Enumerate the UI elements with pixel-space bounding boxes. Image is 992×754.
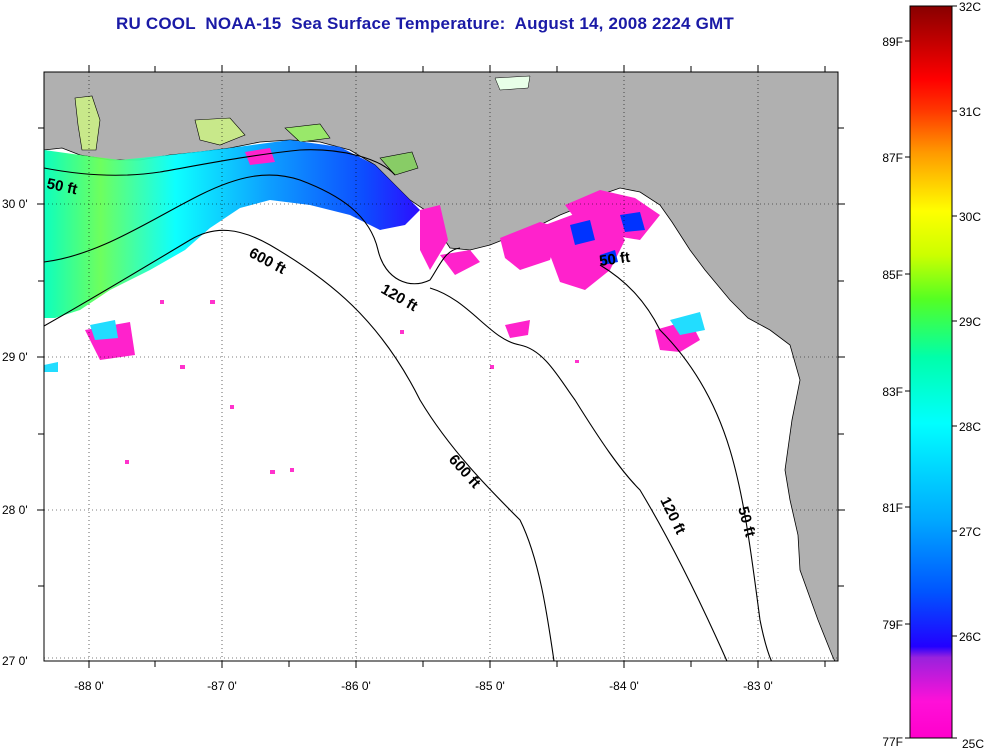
bay-choctawhatchee bbox=[284, 123, 331, 143]
bay-pensacola bbox=[194, 117, 246, 146]
lon-tick-label: -88 0' bbox=[74, 679, 104, 693]
lat-tick-label: 28 0' bbox=[2, 503, 28, 517]
colorbar-celsius-label: 28C bbox=[959, 420, 981, 434]
contour-label: 50 ft bbox=[45, 175, 79, 198]
colorbar bbox=[909, 5, 953, 739]
lon-tick-label: -87 0' bbox=[207, 679, 237, 693]
colorbar-fahrenheit-label: 87F bbox=[882, 151, 903, 165]
contour-50ft-east bbox=[599, 264, 773, 661]
colorbar-celsius-label: 32C bbox=[959, 0, 981, 14]
map-title: RU COOL NOAA-15 Sea Surface Temperature:… bbox=[116, 14, 734, 33]
sst-blue-spots bbox=[570, 212, 645, 265]
bay-mobile bbox=[74, 95, 101, 151]
colorbar-celsius-label: 26C bbox=[959, 630, 981, 644]
colorbar-ticks bbox=[905, 5, 957, 739]
colorbar-celsius-label: 30C bbox=[959, 210, 981, 224]
lon-tick-label: -85 0' bbox=[475, 679, 505, 693]
colorbar-fahrenheit-label: 85F bbox=[882, 268, 903, 282]
lat-tick-label: 27 0' bbox=[2, 654, 28, 668]
contour-120ft-west bbox=[44, 174, 461, 285]
contour-120ft-east bbox=[429, 287, 728, 661]
colorbar-celsius-label: 27C bbox=[959, 525, 981, 539]
sst-scattered-pixels bbox=[125, 300, 579, 474]
lon-tick-label: -83 0' bbox=[743, 679, 773, 693]
colorbar-fahrenheit-label: 89F bbox=[882, 35, 903, 49]
sst-cyan-spots bbox=[44, 312, 705, 372]
lon-tick-label: -84 0' bbox=[609, 679, 639, 693]
bay-st-andrew bbox=[379, 151, 419, 176]
lon-tick-label: -86 0' bbox=[341, 679, 371, 693]
contour-50ft-west bbox=[44, 149, 396, 176]
inland-lake bbox=[494, 75, 531, 91]
colorbar-fahrenheit-label: 77F bbox=[882, 735, 903, 749]
colorbar-celsius-label: 25C bbox=[962, 737, 984, 751]
map-border bbox=[43, 71, 839, 662]
colorbar-celsius-label: 31C bbox=[959, 105, 981, 119]
graticule bbox=[44, 72, 838, 661]
contour-600ft bbox=[44, 229, 555, 661]
depth-contours bbox=[44, 149, 773, 661]
sst-coastal-band bbox=[44, 140, 420, 318]
colorbar-fahrenheit-label: 83F bbox=[882, 385, 903, 399]
lat-tick-label: 30 0' bbox=[2, 197, 28, 211]
axis-ticks bbox=[37, 65, 845, 668]
lat-tick-label: 29 0' bbox=[2, 350, 28, 364]
contour-label: 50 ft bbox=[598, 249, 631, 270]
sst-cool-patches bbox=[85, 148, 700, 360]
colorbar-fahrenheit-label: 81F bbox=[882, 501, 903, 515]
colorbar-fahrenheit-label: 79F bbox=[882, 618, 903, 632]
colorbar-celsius-label: 29C bbox=[959, 315, 981, 329]
